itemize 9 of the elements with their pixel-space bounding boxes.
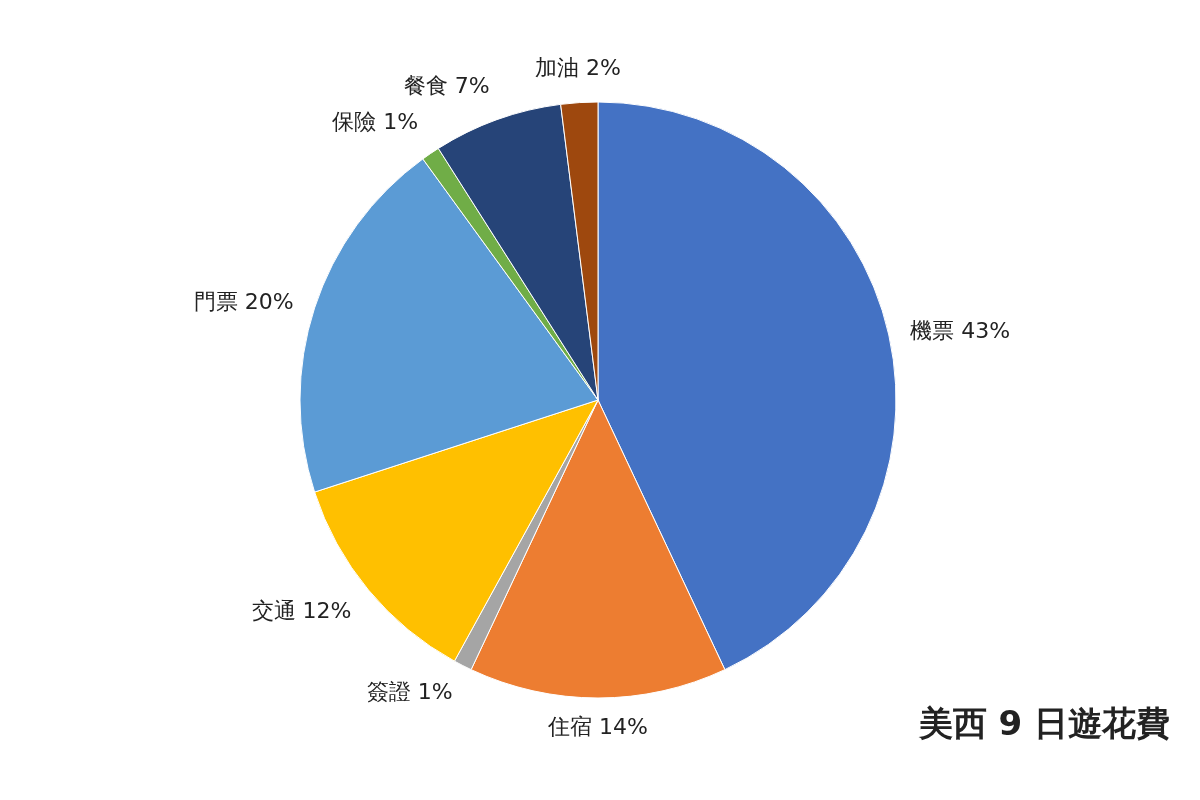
slice-label: 加油 2% bbox=[534, 54, 621, 80]
slice-label: 機票 43% bbox=[910, 318, 1011, 344]
slice-label: 門票 20% bbox=[193, 289, 294, 315]
slice-label: 交通 12% bbox=[251, 597, 352, 623]
slice-label: 簽證 1% bbox=[366, 679, 453, 705]
text: 美西 9 日遊花費 bbox=[917, 703, 1170, 743]
slice-label: 餐食 7% bbox=[403, 72, 490, 98]
slice-label: 保險 1% bbox=[332, 109, 419, 135]
slice-label: 住宿 14% bbox=[547, 714, 648, 739]
